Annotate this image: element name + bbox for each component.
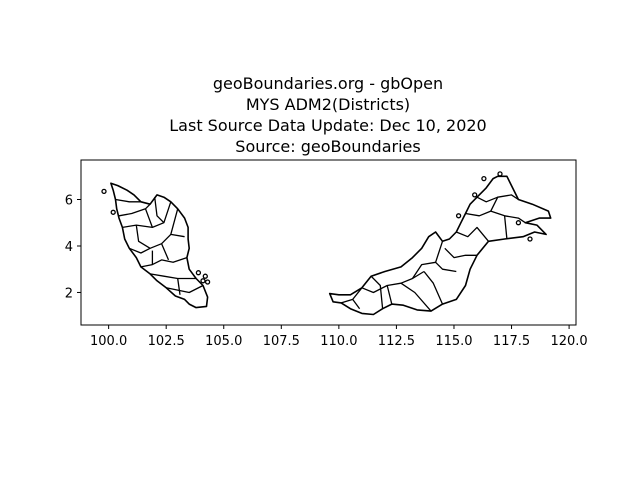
x-tick-label: 120.0 (550, 334, 587, 349)
island-marker (472, 192, 478, 198)
y-tick-label: 4 (65, 240, 73, 255)
region-peninsular (101, 182, 211, 309)
x-tick-label: 105.0 (205, 334, 242, 349)
district-boundary (370, 275, 384, 309)
region-borneo (328, 171, 552, 316)
island-marker (527, 236, 533, 242)
island-marker (195, 270, 202, 276)
district-boundary (361, 270, 425, 294)
district-boundary (118, 203, 151, 217)
island-marker (200, 278, 206, 284)
district-boundary (144, 208, 154, 228)
region-outline-peninsular (110, 182, 209, 309)
x-tick-label: 115.0 (435, 334, 472, 349)
district-boundary (149, 273, 197, 280)
x-axis: 100.0 102.5 105.0 107.5 110.0 112.5 115.0 117.5… (90, 325, 588, 349)
district-boundary (386, 285, 393, 305)
x-tick-label: 100.0 (90, 334, 127, 349)
region-outline-borneo (328, 175, 552, 316)
title-line-4: Source: geoBoundaries (235, 137, 420, 156)
x-tick-label: 107.5 (263, 334, 300, 349)
district-boundary (154, 197, 165, 224)
district-boundary (170, 208, 179, 235)
x-tick-label: 102.5 (148, 334, 185, 349)
y-axis: 2 4 6 (65, 194, 81, 301)
district-boundary (490, 194, 519, 212)
y-tick-label: 2 (65, 286, 73, 301)
district-boundary (177, 278, 181, 295)
island-marker (481, 175, 487, 182)
island-marker (497, 171, 503, 177)
district-boundary (129, 247, 151, 254)
district-boundary (476, 196, 498, 203)
x-tick-label: 117.5 (493, 334, 530, 349)
district-boundary (434, 241, 444, 263)
district-boundary (135, 225, 185, 249)
district-boundary (166, 284, 204, 294)
district-boundary (400, 282, 432, 312)
x-tick-label: 112.5 (378, 334, 415, 349)
x-tick-label: 110.0 (320, 334, 357, 349)
map-boundaries (101, 171, 552, 316)
island-marker (204, 279, 211, 285)
district-boundary (352, 299, 361, 310)
district-boundary (465, 210, 526, 224)
island-marker (455, 213, 462, 219)
axes-frame (80, 159, 577, 326)
island-marker (101, 188, 107, 195)
district-boundary (140, 256, 188, 268)
island-marker (515, 220, 522, 226)
map-title: geoBoundaries.org - gbOpen MYS ADM2(Dist… (169, 74, 486, 156)
island-marker (110, 209, 116, 215)
district-boundary (456, 226, 490, 242)
island-marker (202, 273, 208, 279)
district-boundary (423, 271, 444, 305)
district-boundary (503, 215, 508, 240)
title-line-3: Last Source Data Update: Dec 10, 2020 (169, 116, 486, 135)
title-line-1: geoBoundaries.org - gbOpen (213, 74, 443, 93)
district-boundary (115, 198, 141, 203)
district-boundary (161, 243, 170, 261)
y-tick-label: 6 (65, 194, 73, 209)
title-line-2: MYS ADM2(Districts) (246, 95, 410, 114)
district-boundary (444, 247, 477, 259)
